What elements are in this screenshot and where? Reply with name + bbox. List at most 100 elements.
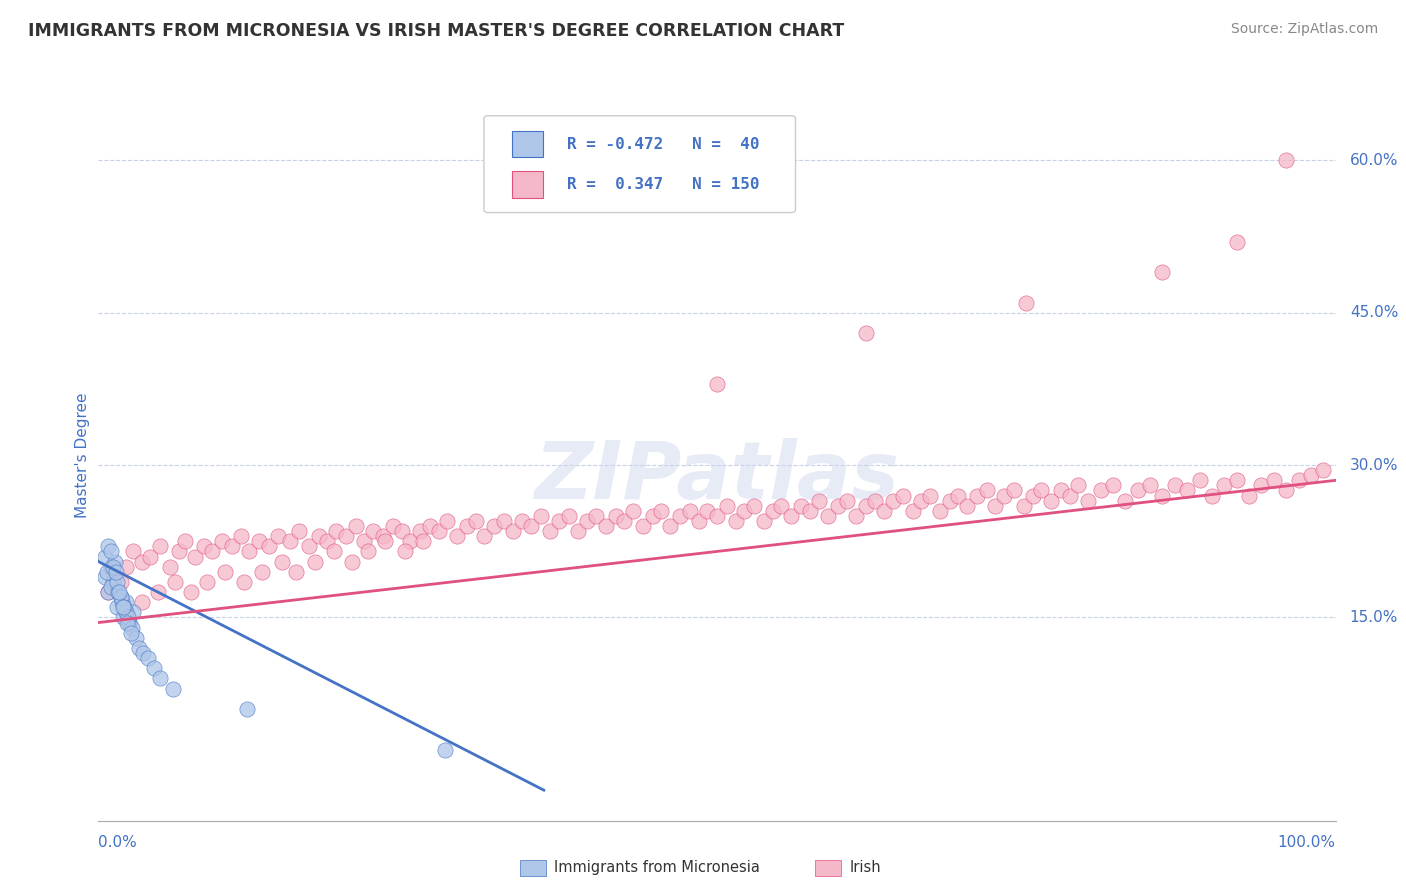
Point bbox=[193, 539, 215, 553]
Point bbox=[585, 508, 607, 523]
Point bbox=[865, 493, 887, 508]
Point bbox=[1312, 463, 1334, 477]
Point bbox=[1299, 468, 1322, 483]
Point bbox=[1002, 483, 1025, 498]
Point bbox=[716, 499, 738, 513]
Point bbox=[1201, 489, 1223, 503]
Text: R =  0.347   N = 150: R = 0.347 N = 150 bbox=[567, 177, 759, 192]
Point bbox=[103, 574, 125, 589]
Text: R = -0.472   N =  40: R = -0.472 N = 40 bbox=[567, 136, 759, 152]
Point bbox=[247, 534, 270, 549]
Point bbox=[436, 514, 458, 528]
Text: Irish: Irish bbox=[849, 861, 880, 875]
Point bbox=[114, 559, 136, 574]
Text: 30.0%: 30.0% bbox=[1350, 458, 1398, 473]
Point bbox=[308, 529, 330, 543]
Point bbox=[128, 640, 150, 655]
Point bbox=[103, 559, 125, 574]
Point bbox=[817, 508, 839, 523]
Point bbox=[446, 529, 468, 543]
Point bbox=[399, 534, 422, 549]
Point bbox=[659, 519, 682, 533]
Point bbox=[956, 499, 979, 513]
Point bbox=[304, 555, 326, 569]
Point bbox=[538, 524, 561, 538]
Point bbox=[520, 519, 543, 533]
Point bbox=[136, 651, 159, 665]
Point bbox=[93, 570, 115, 584]
Point bbox=[928, 504, 950, 518]
Point bbox=[325, 524, 347, 538]
Point bbox=[267, 529, 290, 543]
Point bbox=[456, 519, 478, 533]
Point bbox=[1213, 478, 1236, 492]
Point bbox=[494, 514, 516, 528]
Point bbox=[108, 585, 131, 599]
Point bbox=[938, 493, 960, 508]
Point bbox=[1021, 489, 1043, 503]
Point bbox=[1040, 493, 1063, 508]
Point bbox=[567, 524, 589, 538]
Point bbox=[103, 555, 125, 569]
Point bbox=[394, 544, 416, 558]
Point bbox=[706, 508, 728, 523]
Point bbox=[948, 489, 970, 503]
Point bbox=[770, 499, 793, 513]
Point bbox=[278, 534, 301, 549]
Point bbox=[706, 376, 728, 391]
Point bbox=[1152, 489, 1174, 503]
Point bbox=[891, 489, 914, 503]
Point bbox=[114, 606, 136, 620]
Point bbox=[149, 672, 172, 686]
Point bbox=[131, 555, 153, 569]
Point bbox=[250, 565, 273, 579]
Point bbox=[742, 499, 765, 513]
Point bbox=[419, 519, 441, 533]
Point bbox=[288, 524, 311, 538]
Point bbox=[910, 493, 932, 508]
Point bbox=[357, 544, 380, 558]
Point bbox=[1152, 265, 1174, 279]
Point bbox=[335, 529, 357, 543]
Point bbox=[100, 559, 122, 574]
Point bbox=[121, 621, 143, 635]
Point bbox=[1275, 153, 1298, 168]
Point bbox=[1263, 473, 1285, 487]
Point bbox=[105, 574, 128, 589]
Point bbox=[122, 544, 145, 558]
Point bbox=[233, 574, 256, 589]
Point bbox=[976, 483, 998, 498]
Point bbox=[474, 529, 496, 543]
Point bbox=[827, 499, 849, 513]
Point bbox=[1126, 483, 1149, 498]
Point bbox=[229, 529, 252, 543]
Point bbox=[112, 610, 135, 624]
Point bbox=[118, 615, 141, 630]
Point bbox=[340, 555, 363, 569]
Point bbox=[107, 585, 129, 599]
Point bbox=[530, 508, 553, 523]
Point bbox=[688, 514, 710, 528]
Point bbox=[132, 646, 155, 660]
Point bbox=[1188, 473, 1211, 487]
Point bbox=[371, 529, 394, 543]
Point bbox=[270, 555, 292, 569]
Point bbox=[201, 544, 224, 558]
Point bbox=[993, 489, 1015, 503]
Point bbox=[557, 508, 579, 523]
Point bbox=[214, 565, 236, 579]
Point bbox=[238, 544, 260, 558]
Text: 60.0%: 60.0% bbox=[1350, 153, 1398, 168]
Point bbox=[650, 504, 672, 518]
Point bbox=[855, 326, 877, 340]
Point bbox=[1226, 235, 1249, 249]
Point bbox=[873, 504, 896, 518]
Point bbox=[110, 574, 132, 589]
Point bbox=[103, 565, 125, 579]
Text: 15.0%: 15.0% bbox=[1350, 610, 1398, 625]
Point bbox=[97, 539, 120, 553]
Point bbox=[97, 585, 120, 599]
Point bbox=[115, 615, 138, 630]
Point bbox=[165, 574, 187, 589]
Point bbox=[381, 519, 404, 533]
